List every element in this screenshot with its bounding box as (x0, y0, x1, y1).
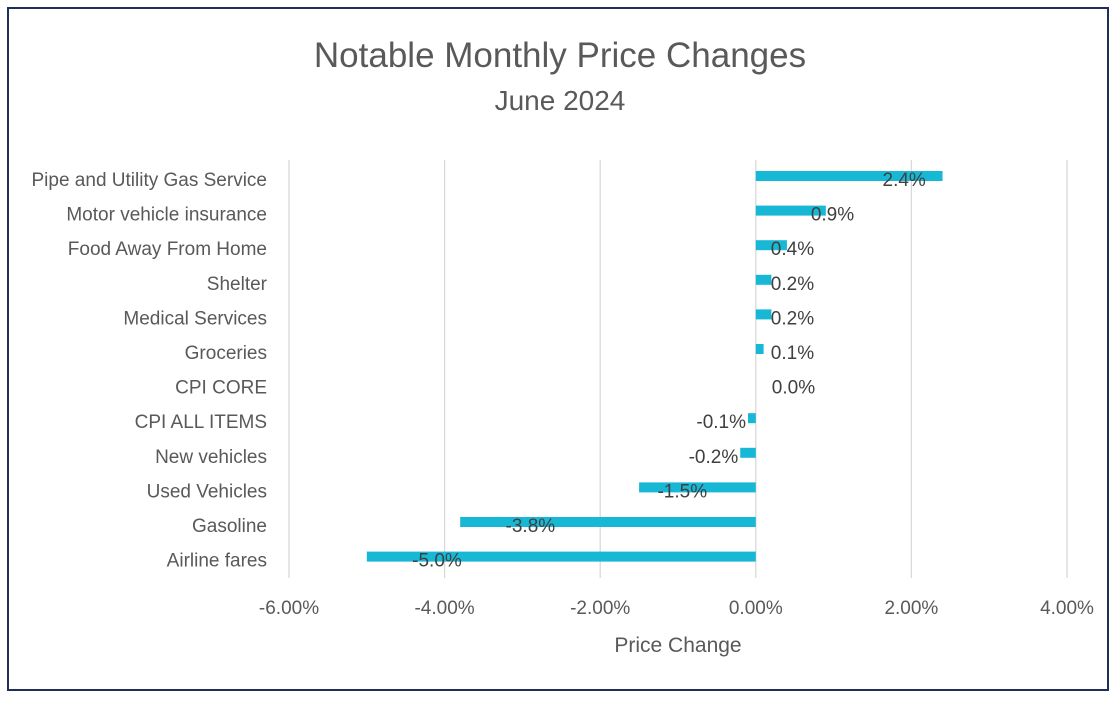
bar (639, 482, 756, 493)
data-label: -0.2% (689, 447, 739, 468)
category-labels: Pipe and Utility Gas Service Motor vehicl… (32, 170, 268, 572)
category-label: Pipe and Utility Gas Service (32, 170, 268, 191)
x-tick-label: 0.00% (729, 598, 783, 619)
category-label: Medical Services (123, 308, 267, 329)
x-tick-label: -6.00% (259, 598, 319, 619)
data-label: 0.4% (771, 239, 814, 260)
bar (755, 205, 826, 216)
data-label: -5.0% (412, 551, 462, 572)
category-label: Motor vehicle insurance (66, 205, 267, 226)
category-label: Shelter (207, 274, 268, 295)
data-label: 0.0% (772, 378, 815, 399)
x-tick-labels: -6.00% -4.00% -2.00% 0.00% 2.00% 4.00% (259, 598, 1094, 619)
data-label: -1.5% (657, 481, 707, 502)
x-tick-label: -2.00% (570, 598, 630, 619)
category-label: Used Vehicles (147, 481, 267, 502)
data-label: 0.1% (771, 343, 814, 364)
category-label: CPI CORE (175, 378, 267, 399)
data-labels: 2.4% 0.9% 0.4% 0.2% 0.2% 0.1% 0.0% -0.1% -0.2% -1… (412, 170, 926, 572)
bar (755, 309, 772, 320)
bar (460, 517, 756, 527)
chart-frame (7, 7, 1109, 691)
x-tick-label: 2.00% (884, 598, 938, 619)
bar (740, 447, 756, 458)
bar (366, 551, 756, 562)
bar (755, 171, 943, 181)
category-label: Airline fares (167, 551, 267, 572)
bar (748, 413, 756, 424)
data-label: 0.2% (771, 274, 814, 295)
data-label: 0.2% (771, 308, 814, 329)
data-label: 2.4% (883, 170, 926, 191)
category-label: Groceries (185, 343, 267, 364)
bars (366, 171, 943, 562)
chart-title: Notable Monthly Price Changes (313, 36, 807, 75)
bar (755, 344, 764, 354)
gridlines (288, 160, 1068, 578)
bar (755, 240, 787, 251)
category-label: CPI ALL ITEMS (135, 412, 267, 433)
x-tick-label: -4.00% (414, 598, 474, 619)
data-label: -3.8% (506, 516, 556, 537)
category-label: Food Away From Home (68, 239, 267, 260)
bar (755, 274, 772, 285)
category-label: Gasoline (192, 516, 267, 537)
chart-subtitle: June 2024 (494, 85, 626, 116)
category-label: New vehicles (155, 447, 267, 468)
data-label: 0.9% (811, 205, 854, 226)
data-label: -0.1% (696, 412, 746, 433)
x-axis-title: Price Change (614, 634, 741, 657)
x-tick-label: 4.00% (1040, 598, 1094, 619)
